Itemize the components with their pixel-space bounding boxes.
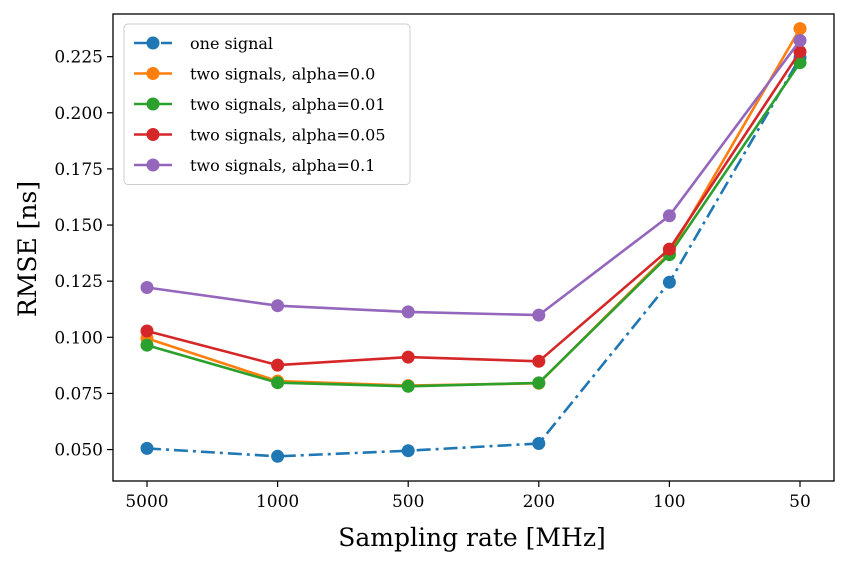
legend-marker-4 — [146, 128, 160, 141]
plot-area — [140, 22, 807, 463]
y-axis-label: RMSE [ns] — [13, 181, 42, 317]
series-3-point-200 — [532, 376, 546, 390]
legend-marker-2 — [146, 67, 160, 80]
legend-marker-3 — [146, 97, 160, 111]
y-tick-label: 0.100 — [54, 328, 103, 348]
x-tick-label: 100 — [653, 492, 685, 512]
series-3-point-1000 — [271, 376, 285, 390]
y-tick-label: 0.225 — [54, 48, 103, 68]
series-5-point-100 — [662, 209, 676, 223]
legend-marker-1 — [146, 36, 160, 50]
series-line-4 — [146, 50, 802, 367]
series-1-point-200 — [532, 437, 546, 450]
y-tick-label: 0.150 — [54, 216, 103, 236]
legend-label-1: one signal — [190, 34, 273, 53]
y-tick-label: 0.175 — [54, 160, 103, 180]
plot-frame — [112, 13, 835, 482]
series-1-point-100 — [662, 275, 676, 289]
legend: one signal two signals, alpha=0.0 two sign… — [123, 23, 411, 185]
series-3-point-5000 — [140, 338, 154, 352]
series-1-point-5000 — [140, 441, 154, 455]
y-tick-label: 0.200 — [54, 104, 103, 124]
y-tick-label: 0.050 — [54, 441, 103, 461]
axes: 5000 1000 500 200 100 50 0.050 0.075 0.100 0.125 0… — [54, 13, 835, 512]
y-tick-label: 0.125 — [54, 272, 103, 292]
series-3-point-50 — [793, 56, 807, 70]
legend-box — [123, 23, 411, 185]
legend-label-5: two signals, alpha=0.1 — [190, 156, 375, 175]
x-tick-label: 1000 — [256, 492, 299, 512]
series-4-point-1000 — [271, 358, 285, 372]
series-4-point-200 — [532, 354, 546, 368]
series-1-point-500 — [401, 444, 415, 458]
series-4-point-5000 — [140, 324, 154, 338]
legend-label-2: two signals, alpha=0.0 — [190, 65, 375, 84]
series-line-3 — [146, 61, 802, 388]
series-5-point-1000 — [271, 299, 285, 313]
series-5-point-50 — [793, 34, 807, 47]
y-tick-label: 0.075 — [54, 384, 103, 404]
series-5-point-200 — [532, 308, 546, 322]
series-5-point-500 — [401, 305, 415, 319]
series-5-point-5000 — [140, 281, 154, 294]
series-4-point-100 — [662, 242, 676, 256]
series-line-1 — [146, 57, 802, 458]
legend-label-3: two signals, alpha=0.01 — [190, 95, 386, 114]
x-tick-label: 50 — [789, 492, 811, 512]
series-1-point-1000 — [271, 449, 285, 463]
legend-label-4: two signals, alpha=0.05 — [190, 126, 386, 145]
x-tick-label: 5000 — [125, 492, 168, 512]
series-line-5 — [146, 39, 802, 317]
series-4-point-500 — [401, 350, 415, 364]
x-axis-label: Sampling rate [MHz] — [338, 523, 606, 552]
series-4-point-50 — [793, 45, 807, 59]
series-2-point-50 — [793, 22, 807, 36]
legend-marker-5 — [146, 158, 160, 172]
x-tick-label: 200 — [523, 492, 555, 512]
series-3-point-500 — [401, 379, 415, 393]
x-tick-label: 500 — [392, 492, 424, 512]
